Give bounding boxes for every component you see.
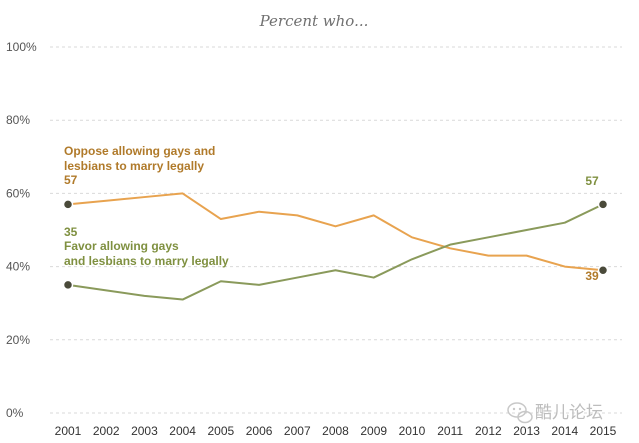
- x-tick-label: 2005: [208, 424, 235, 438]
- chart-subtitle: Percent who...: [259, 12, 369, 30]
- x-tick-label: 2002: [93, 424, 120, 438]
- wechat-icon: [507, 402, 533, 424]
- watermark: 酷儿论坛: [507, 402, 603, 424]
- y-tick-label: 100%: [6, 40, 37, 54]
- x-tick-label: 2010: [399, 424, 426, 438]
- series-label-oppose: lesbians to marry legally: [64, 159, 204, 173]
- y-tick-label: 20%: [6, 333, 30, 347]
- y-tick-label: 40%: [6, 260, 30, 274]
- endpoint-marker: [62, 279, 74, 291]
- data-label-oppose-end: 39: [585, 269, 599, 283]
- x-tick-label: 2012: [475, 424, 502, 438]
- series-label-favor: and lesbians to marry legally: [64, 254, 229, 268]
- endpoint-marker: [597, 199, 609, 210]
- x-tick-label: 2001: [55, 424, 82, 438]
- series-label-oppose: Oppose allowing gays and: [64, 144, 215, 158]
- series-line-1: [67, 203, 604, 301]
- series-layer: [62, 192, 609, 301]
- x-tick-label: 2014: [551, 424, 578, 438]
- series-line-0: [67, 192, 604, 272]
- data-label-favor-start: 35: [64, 225, 78, 239]
- x-tick-label: 2004: [169, 424, 196, 438]
- y-tick-label: 60%: [6, 186, 30, 200]
- endpoint-marker: [597, 265, 609, 276]
- x-tick-label: 2015: [590, 424, 617, 438]
- x-tick-label: 2013: [513, 424, 540, 438]
- x-tick-label: 2008: [322, 424, 349, 438]
- endpoint-marker: [62, 199, 74, 210]
- watermark-text: 酷儿论坛: [535, 403, 603, 423]
- y-tick-label: 0%: [6, 406, 24, 420]
- data-label-favor-end: 57: [585, 174, 599, 188]
- data-label-oppose-start: 57: [64, 173, 78, 187]
- x-tick-label: 2009: [360, 424, 387, 438]
- x-tick-label: 2007: [284, 424, 311, 438]
- x-tick-label: 2006: [246, 424, 273, 438]
- grid-layer: [50, 46, 622, 414]
- series-label-favor: Favor allowing gays: [64, 239, 179, 253]
- x-tick-label: 2011: [437, 424, 463, 438]
- axis-layer: 0% 20% 40% 60% 80% 100% 2001 2002 2003 2004 2005 20…: [6, 40, 617, 438]
- y-tick-label: 80%: [6, 113, 30, 127]
- x-tick-label: 2003: [131, 424, 158, 438]
